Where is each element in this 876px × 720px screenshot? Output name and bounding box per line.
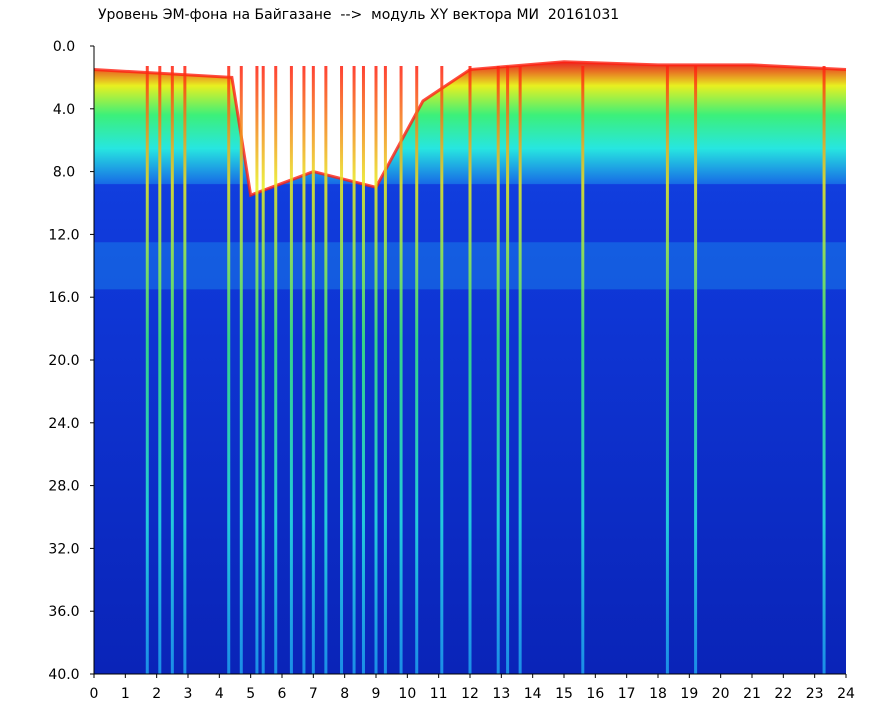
x-tick-label: 18 — [649, 686, 667, 702]
x-tick-label: 16 — [586, 686, 604, 702]
y-tick-label: 40.0 — [48, 667, 79, 683]
x-tick-label: 19 — [680, 686, 698, 702]
x-tick-label: 8 — [340, 686, 349, 702]
heatmap-streak — [518, 66, 522, 674]
y-tick-label: 36.0 — [48, 604, 79, 620]
x-tick-label: 21 — [743, 686, 761, 702]
x-tick-label: 3 — [184, 686, 193, 702]
x-tick-label: 24 — [837, 686, 855, 702]
heatmap-streak — [496, 66, 500, 674]
y-tick-label: 28.0 — [48, 479, 79, 495]
heatmap-streak — [506, 66, 510, 674]
plot-area — [93, 46, 847, 674]
y-tick-label: 24.0 — [48, 416, 79, 432]
heatmap-streak — [289, 66, 293, 674]
heatmap-streak — [361, 66, 365, 674]
heatmap-streak — [261, 66, 265, 674]
heatmap-streak — [145, 66, 149, 674]
heatmap-streak — [468, 66, 472, 674]
heatmap-streak — [183, 66, 187, 674]
heatmap-streak — [581, 66, 585, 674]
x-tick-label: 22 — [774, 686, 792, 702]
y-tick-label: 8.0 — [53, 165, 75, 181]
y-tick-label: 0.0 — [53, 39, 75, 55]
x-tick-label: 10 — [398, 686, 416, 702]
axes: 0.0 4.0 8.0 12.0 16.0 20.0 24.0 28.0 32.0 36.0 40.… — [48, 39, 855, 702]
heatmap-streak — [227, 66, 231, 674]
heatmap-streak — [374, 66, 378, 674]
heatmap-streak — [274, 66, 278, 674]
heatmap-streak — [324, 66, 328, 674]
x-tick-label: 11 — [430, 686, 448, 702]
heatmap-streak — [255, 66, 259, 674]
y-tick-label: 4.0 — [53, 102, 75, 118]
y-tick-label: 16.0 — [48, 290, 79, 306]
heatmap-streak — [239, 66, 243, 674]
heatmap-streak — [340, 66, 344, 674]
heatmap-streak — [665, 66, 669, 674]
x-tick-label: 4 — [215, 686, 224, 702]
x-tick-label: 0 — [90, 686, 99, 702]
x-tick-label: 6 — [278, 686, 287, 702]
heatmap-streak — [415, 66, 419, 674]
heatmap-streak — [311, 66, 315, 674]
x-tick-label: 14 — [524, 686, 542, 702]
x-tick-label: 9 — [372, 686, 381, 702]
x-tick-label: 7 — [309, 686, 318, 702]
heatmap-streak — [440, 66, 444, 674]
x-tick-label: 13 — [492, 686, 510, 702]
x-tick-label: 23 — [806, 686, 824, 702]
heatmap-streak — [694, 66, 698, 674]
heatmap-streak — [170, 66, 174, 674]
heatmap-streak — [399, 66, 403, 674]
x-tick-label: 1 — [121, 686, 130, 702]
x-tick-label: 17 — [618, 686, 636, 702]
x-tick-label: 2 — [152, 686, 161, 702]
y-tick-label: 32.0 — [48, 541, 79, 557]
chart-title: Уровень ЭМ-фона на Байгазане --> модуль … — [98, 7, 620, 23]
y-tick-label: 20.0 — [48, 353, 79, 369]
x-tick-label: 5 — [246, 686, 255, 702]
heatmap-streak — [822, 66, 826, 674]
heatmap-noise-edge — [93, 60, 847, 198]
heatmap-streak — [383, 66, 387, 674]
x-tick-label: 15 — [555, 686, 573, 702]
heatmap-streak — [352, 66, 356, 674]
x-tick-label: 12 — [461, 686, 479, 702]
heatmap-streak — [158, 66, 162, 674]
x-tick-label: 20 — [712, 686, 730, 702]
heatmap-empty-region — [94, 46, 846, 196]
heatmap-streak — [302, 66, 306, 674]
y-tick-label: 12.0 — [48, 227, 79, 243]
